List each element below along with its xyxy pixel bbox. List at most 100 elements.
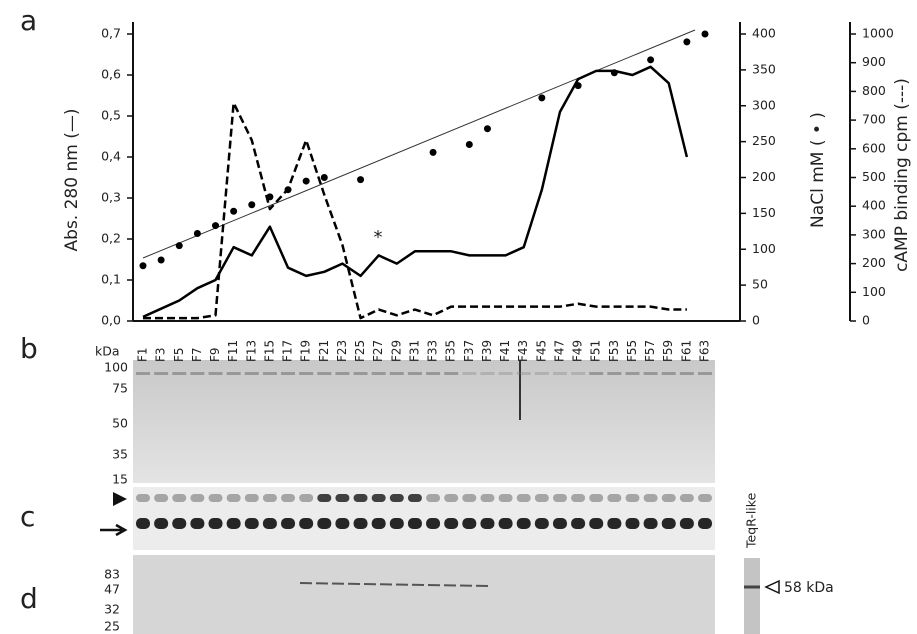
x-tick-label: F3 <box>154 347 168 362</box>
data-point <box>574 82 582 90</box>
gel-band <box>317 494 332 502</box>
gel-band <box>426 494 441 502</box>
gel-band <box>498 494 513 502</box>
y-tick-label: 0,1 <box>101 272 121 287</box>
gel-band <box>679 518 694 529</box>
gel-band <box>299 494 314 502</box>
gel-band <box>389 518 404 529</box>
marker-label: 75 <box>112 381 128 396</box>
marker-label: 15 <box>112 472 128 487</box>
y2-tick-label: 150 <box>752 205 776 220</box>
gel-smear <box>480 372 495 375</box>
gel-smear <box>136 372 150 375</box>
gel-band <box>317 518 332 529</box>
y2-tick-label: 400 <box>752 26 776 41</box>
panel-label: c <box>20 500 35 533</box>
data-line <box>142 65 689 319</box>
y3-axis-title: cAMP binding cpm (---) <box>892 78 912 272</box>
y-tick-label: 0,5 <box>101 108 121 123</box>
x-tick-label: F17 <box>281 340 295 362</box>
gel-band <box>262 518 277 529</box>
gel-band <box>281 518 296 529</box>
gel-band <box>444 494 459 502</box>
x-tick-label: F35 <box>444 340 458 362</box>
gel-band <box>462 518 477 529</box>
x-tick-label: F41 <box>498 340 512 362</box>
gel-band <box>281 494 296 502</box>
x-tick-label: F63 <box>698 340 712 362</box>
annotation: * <box>374 227 383 248</box>
y-tick-label: 0,4 <box>101 149 121 164</box>
gel-band <box>353 494 368 502</box>
gel-smear <box>407 372 422 375</box>
gel-band <box>407 518 422 529</box>
gel-band <box>679 494 694 502</box>
x-tick-label: F53 <box>607 340 621 362</box>
y3-tick-label: 200 <box>862 255 886 270</box>
band-label: 58 kDa <box>784 580 834 596</box>
data-point <box>701 30 709 38</box>
x-tick-label: F29 <box>389 340 403 362</box>
data-point <box>230 207 238 215</box>
gel-band <box>571 518 586 529</box>
x-tick-label: F9 <box>208 347 222 362</box>
gel-band <box>190 494 205 502</box>
gel-band <box>154 518 169 529</box>
gel-band <box>426 518 441 529</box>
data-line <box>143 101 687 320</box>
gel-smear <box>462 372 477 375</box>
gel-band <box>643 518 658 529</box>
data-point <box>357 176 365 184</box>
x-tick-label: F37 <box>462 340 476 362</box>
y2-axis-title: NaCl mM ( • ) <box>808 112 828 228</box>
gel-smear <box>679 372 694 375</box>
gel-band <box>444 518 459 529</box>
x-tick-label: F57 <box>643 340 657 362</box>
x-tick-label: F27 <box>371 340 385 362</box>
x-tick-label: F13 <box>244 340 258 362</box>
x-tick-label: F51 <box>589 340 603 362</box>
y2-tick-label: 0 <box>752 313 760 328</box>
y3-tick-label: 100 <box>862 284 886 299</box>
gel-band <box>698 494 712 502</box>
panel-label: a <box>20 4 37 37</box>
gel-band <box>226 518 241 529</box>
gel-smear <box>244 372 259 375</box>
x-tick-label: F31 <box>407 340 421 362</box>
gel-d <box>133 555 715 634</box>
x-tick-label: F39 <box>480 340 494 362</box>
data-point <box>320 174 328 181</box>
x-tick-label: F23 <box>335 340 349 362</box>
x-tick-label: F55 <box>625 340 639 362</box>
data-point <box>157 256 165 264</box>
x-tick-label: F25 <box>353 340 367 362</box>
y-axis-title: Abs. 280 nm (—) <box>62 109 82 252</box>
data-point <box>248 201 256 209</box>
open-arrowhead <box>764 579 780 595</box>
data-point <box>465 140 473 148</box>
x-tick-label: F21 <box>317 340 331 362</box>
gel-band <box>661 494 676 502</box>
gel-band <box>244 518 259 529</box>
gel-band <box>516 494 531 502</box>
arrowhead <box>113 492 127 506</box>
gel-band <box>552 518 567 529</box>
gel-band <box>571 494 586 502</box>
gel-band <box>698 518 712 529</box>
x-tick-label: F49 <box>571 340 585 362</box>
gel-band <box>208 494 223 502</box>
gel-smear <box>444 372 459 375</box>
gel-band <box>353 518 368 529</box>
y-tick-label: 0,0 <box>101 313 121 328</box>
gel-band <box>262 494 277 502</box>
gel-band <box>480 518 495 529</box>
panel-label: b <box>20 332 38 365</box>
gel-smear <box>353 372 368 375</box>
gel-band <box>607 494 622 502</box>
x-tick-label: F61 <box>679 340 693 362</box>
y-tick-label: 0,6 <box>101 67 121 82</box>
gel-band <box>136 494 150 502</box>
y-tick-label: 0,2 <box>101 231 121 246</box>
data-point <box>483 125 491 133</box>
